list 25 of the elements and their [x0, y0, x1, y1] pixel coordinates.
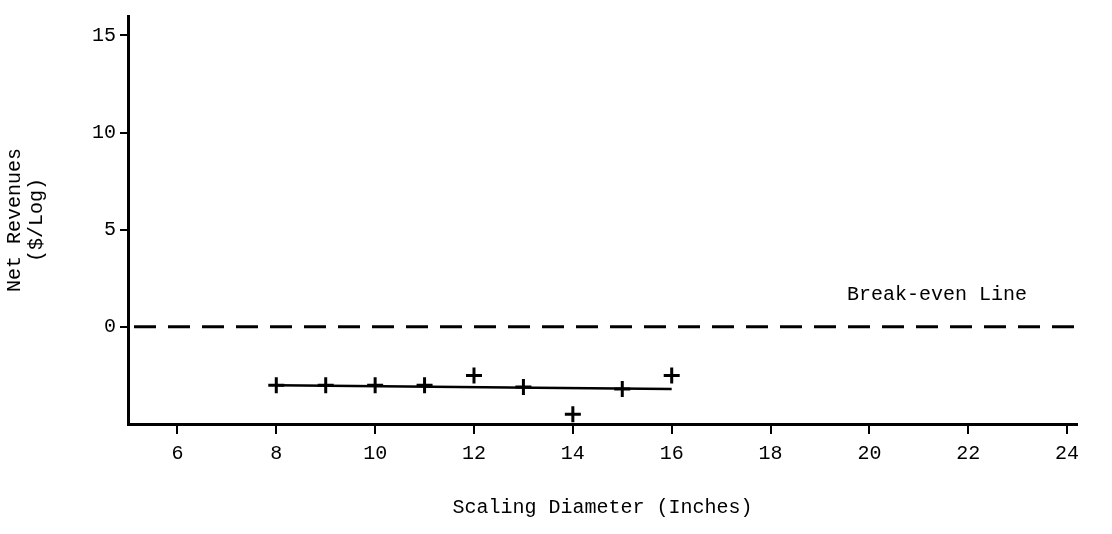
x-tick-label: 8 — [270, 442, 283, 466]
point — [513, 377, 533, 397]
x-tick-label: 18 — [758, 442, 783, 466]
y-tick-label: 5 — [103, 218, 116, 242]
x-tick-label: 24 — [1055, 442, 1080, 466]
point — [316, 375, 336, 395]
y-tick-label: 15 — [91, 23, 116, 47]
x-tick-label: 22 — [956, 442, 981, 466]
ref-line-label: Break-even Line — [846, 283, 1027, 307]
x-tick-label: 14 — [560, 442, 585, 466]
x-tick-label: 6 — [171, 442, 184, 466]
x-axis-title: Scaling Diameter (Inches) — [452, 496, 753, 520]
x-tick-label: 10 — [363, 442, 388, 466]
point — [415, 375, 435, 395]
point — [365, 375, 385, 395]
y-axis-title: Net Revenues ($/Log) — [3, 147, 49, 293]
point — [464, 365, 484, 385]
point — [662, 365, 682, 385]
x-tick-label: 20 — [857, 442, 882, 466]
y-tick-label: 10 — [91, 120, 116, 144]
y-tick-label: 0 — [103, 315, 116, 339]
point — [612, 379, 632, 399]
x-tick-label: 12 — [461, 442, 486, 466]
x-tick-label: 16 — [659, 442, 684, 466]
point — [266, 375, 286, 395]
